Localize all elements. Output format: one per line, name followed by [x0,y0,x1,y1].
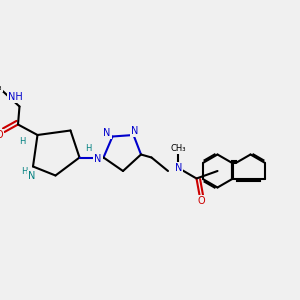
Text: N: N [175,163,182,173]
Text: N: N [103,128,111,139]
Text: O: O [197,196,205,206]
Text: N: N [131,126,139,136]
Text: NH: NH [8,92,22,102]
Text: H: H [85,144,92,153]
Text: CH₃: CH₃ [171,144,186,153]
Text: H: H [19,136,26,146]
Text: H: H [21,167,27,176]
Text: CH₃: CH₃ [0,82,2,91]
Text: O: O [0,130,3,140]
Text: N: N [28,171,35,181]
Text: N: N [94,154,102,164]
